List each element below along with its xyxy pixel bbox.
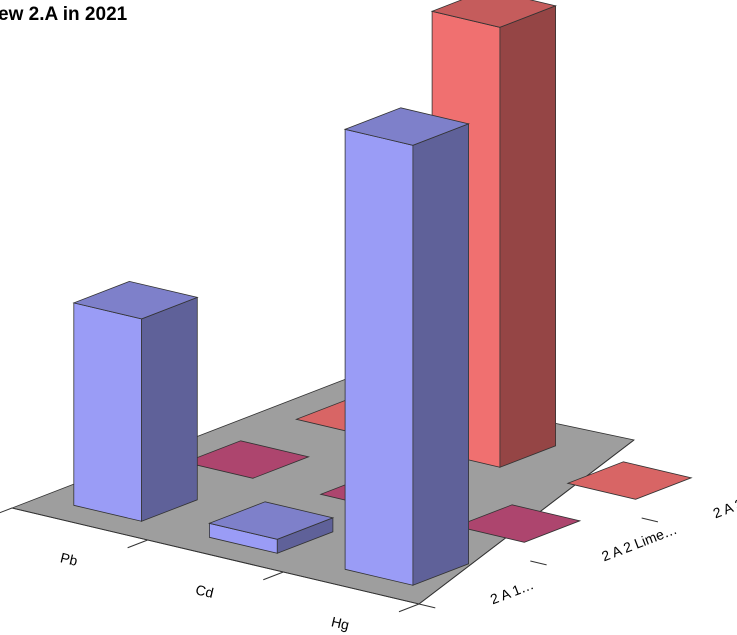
bar-top [430, 0, 557, 28]
bar-side [499, 5, 556, 468]
chart-title: ew 2.A in 2021 [0, 4, 128, 25]
depth-axis-tick [530, 560, 547, 566]
x-tick-label: Cd [194, 581, 215, 601]
x-tick-label: Hg [330, 613, 351, 633]
depth-tick-label: 2 A 1… [488, 576, 536, 607]
bar-base [183, 440, 310, 479]
x-axis-tick [0, 507, 13, 514]
depth-axis-tick [418, 603, 436, 609]
bar-base [566, 461, 693, 500]
bar-top [343, 107, 470, 146]
bar-top [72, 280, 199, 320]
bar-top [208, 501, 335, 540]
depth-tick-label: 2 A 2 Lime… [599, 521, 679, 565]
bar-front [73, 302, 143, 522]
chart-bars [72, 0, 693, 586]
bar-side [141, 296, 198, 522]
bar-side [412, 123, 470, 586]
x-axis-tick [127, 539, 148, 549]
x-axis-tick [263, 571, 284, 581]
depth-axis-tick [641, 517, 659, 523]
bar-base [455, 504, 582, 543]
depth-tick-label: 2 A 3 Glass… [711, 476, 737, 521]
x-axis-line [11, 507, 420, 605]
x-tick-label: Pb [59, 549, 80, 569]
x-axis-tick [398, 603, 420, 613]
bar-front [344, 128, 414, 586]
